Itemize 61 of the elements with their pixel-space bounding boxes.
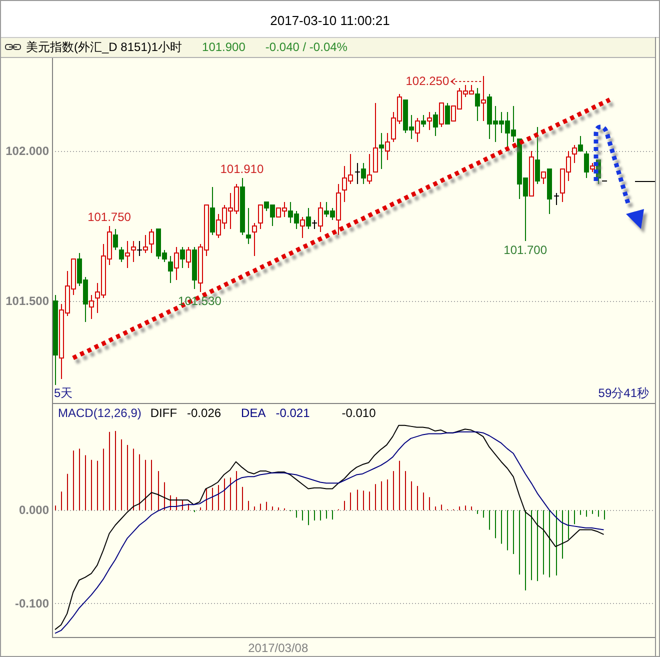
y-tick-label: -0.100	[14, 596, 50, 610]
candlestick	[361, 162, 366, 184]
candlestick	[427, 112, 432, 130]
candlestick	[318, 202, 323, 232]
candlestick	[385, 132, 390, 160]
candlestick	[354, 162, 360, 184]
candlestick	[421, 114, 426, 128]
candlestick	[174, 246, 179, 280]
annotation: 101.700	[504, 243, 548, 257]
x-tick-label: 2017/03/08	[248, 641, 308, 655]
annotation: 5天	[54, 386, 73, 400]
y-tick-label: 102.000	[6, 144, 50, 158]
candlestick	[554, 192, 560, 206]
y-tick-label: 0.000	[18, 503, 50, 518]
candlestick	[180, 246, 185, 268]
text: DIFF	[150, 406, 178, 420]
candlestick	[186, 246, 191, 268]
y-tick-label: 101.500	[6, 294, 50, 308]
candlestick	[379, 132, 384, 170]
candlestick	[252, 222, 257, 256]
candlestick	[475, 88, 480, 122]
candlestick	[535, 126, 540, 184]
annotation: 59分41秒	[598, 386, 649, 400]
candlestick	[143, 234, 148, 254]
candlestick	[89, 294, 94, 320]
annotation: 101.750	[88, 210, 132, 224]
candlestick	[306, 208, 311, 230]
candlestick	[541, 172, 546, 184]
annotation: -0.026	[187, 406, 222, 420]
candlestick	[149, 228, 154, 254]
candlestick	[433, 112, 438, 136]
candlestick	[258, 204, 263, 230]
text: 101.900	[202, 40, 246, 54]
candlestick	[125, 240, 130, 268]
chart-title: MACD(12,26,9)	[58, 406, 142, 420]
candlestick	[210, 186, 215, 236]
candlestick	[367, 154, 372, 184]
annotation: -0.010	[342, 406, 376, 420]
candlestick	[136, 240, 142, 256]
candlestick	[168, 256, 173, 284]
candlestick	[373, 102, 378, 172]
text: -0.040 / -0.04%	[265, 40, 348, 54]
annotation: 101.910	[220, 162, 264, 176]
candlestick	[131, 240, 136, 262]
candlestick	[415, 118, 420, 142]
candlestick	[572, 144, 577, 164]
candlestick	[584, 150, 589, 178]
candlestick	[578, 136, 583, 152]
chart-subtitle: 美元指数(外汇_D 8151)1小时	[26, 40, 182, 54]
candlestick	[246, 208, 251, 244]
line-series	[70, 97, 612, 360]
candlestick	[439, 102, 444, 128]
chart-title: 2017-03-10 11:00:21	[270, 13, 390, 28]
candlestick	[300, 216, 305, 238]
candlestick	[113, 228, 118, 250]
annotation: -0.021	[276, 406, 310, 420]
annotation: 102.250	[406, 74, 450, 88]
candlestick	[445, 102, 450, 124]
candlestick	[119, 246, 124, 262]
candlestick	[481, 76, 486, 122]
text: DEA	[241, 406, 266, 420]
